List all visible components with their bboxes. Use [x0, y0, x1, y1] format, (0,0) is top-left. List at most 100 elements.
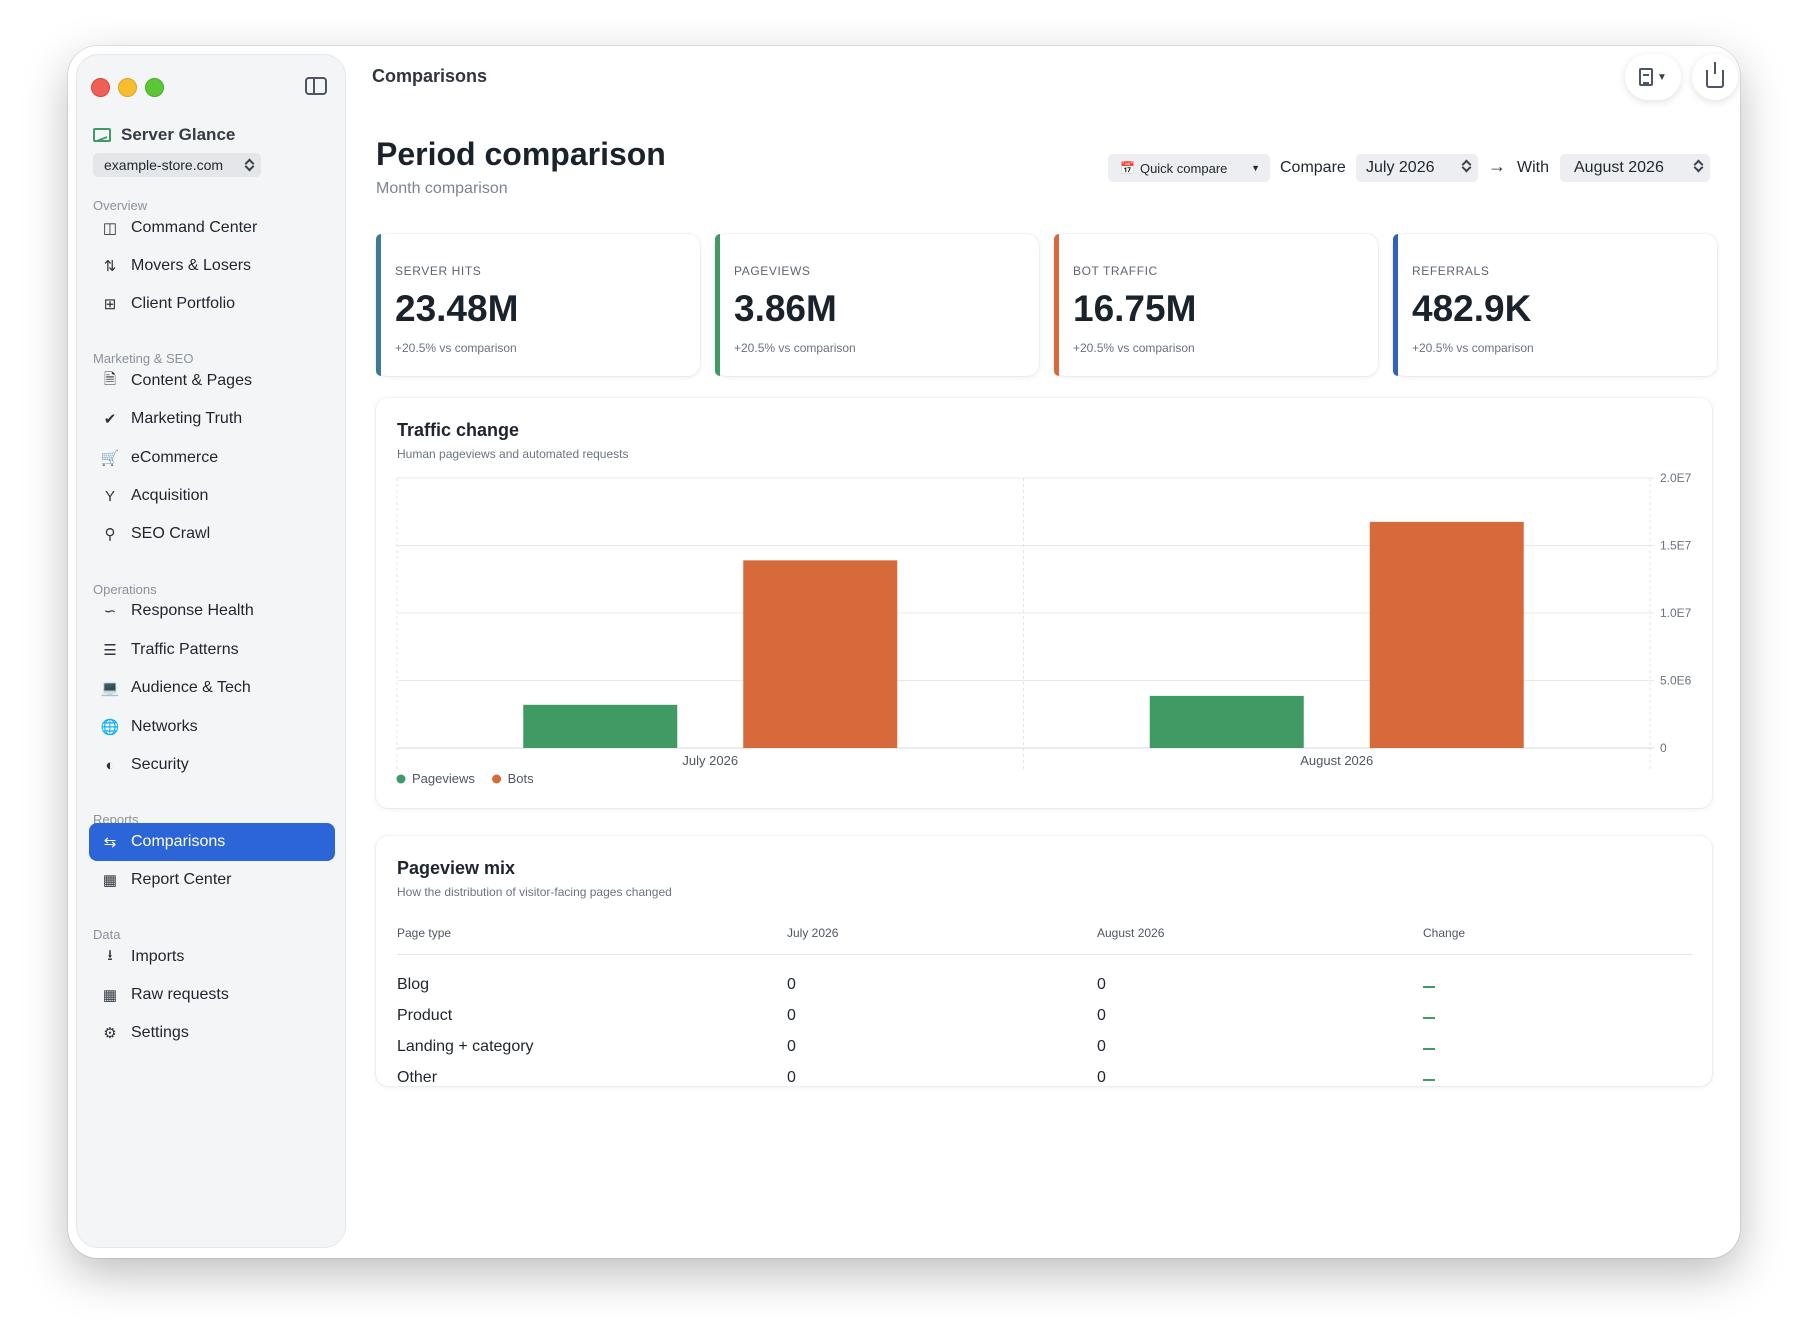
gear-icon: ⚙ — [103, 1025, 117, 1042]
sidebar-item-audience-tech[interactable]: 💻 Audience & Tech — [89, 669, 335, 707]
sidebar-item-settings[interactable]: ⚙ Settings — [89, 1014, 335, 1052]
maximize-window-button[interactable] — [145, 78, 164, 97]
sidebar-item-security[interactable]: ◐ Security — [89, 746, 335, 784]
up-down-arrows-icon: ⇅ — [103, 258, 117, 275]
export-button[interactable] — [1692, 54, 1738, 100]
sidebar-item-label: Traffic Patterns — [131, 641, 239, 658]
column-header: July 2026 — [787, 926, 839, 940]
section-operations: Operations — [93, 582, 157, 597]
sidebar-item-ecommerce[interactable]: 🛒 eCommerce — [89, 439, 335, 477]
sidebar-toggle-icon[interactable] — [305, 77, 327, 95]
download-icon — [1706, 62, 1724, 88]
kpi-accent-bar — [376, 234, 381, 376]
cell-page-type: Blog — [397, 976, 430, 993]
with-period-value: August 2026 — [1574, 159, 1664, 176]
sidebar-item-marketing-truth[interactable]: ✔ Marketing Truth — [89, 400, 335, 438]
document-icon — [1639, 68, 1654, 86]
cell-july: 0 — [787, 976, 796, 993]
sidebar-item-label: Security — [131, 756, 189, 773]
card-subtitle: Human pageviews and automated requests — [397, 447, 629, 461]
chevron-updown-icon — [1693, 159, 1701, 173]
with-period-select[interactable]: August 2026 — [1560, 154, 1710, 182]
app-window: Server Glance example-store.com Overview… — [68, 46, 1740, 1258]
sidebar-item-response-health[interactable]: ∽ Response Health — [89, 592, 335, 630]
sidebar-item-label: SEO Crawl — [131, 525, 211, 542]
sidebar-item-label: Content & Pages — [131, 372, 252, 389]
kpi-label: REFERRALS — [1412, 264, 1490, 278]
cell-august: 0 — [1097, 976, 1106, 993]
globe-icon: 🌐 — [100, 719, 120, 736]
calendar-icon: 📅 — [1120, 161, 1135, 175]
sidebar-item-seo-crawl[interactable]: ⚲ SEO Crawl — [89, 515, 335, 553]
sidebar-item-label: Command Center — [131, 219, 258, 236]
sidebar-item-content-pages[interactable]: 🗎 Content & Pages — [89, 362, 335, 400]
sidebar-item-client-portfolio[interactable]: ⊞ Client Portfolio — [89, 285, 335, 323]
sidebar-item-raw-requests[interactable]: ▦ Raw requests — [89, 976, 335, 1014]
chevron-down-icon: ▼ — [1251, 163, 1260, 173]
compare-label: Compare — [1280, 159, 1346, 176]
kpi-comparison: +20.5% vs comparison — [1073, 341, 1195, 355]
magnifier-icon: ⚲ — [104, 526, 116, 543]
quick-compare-select[interactable]: 📅 Quick compare ▼ — [1108, 154, 1270, 182]
traffic-change-card: Traffic change Human pageviews and autom… — [376, 398, 1712, 808]
laptop-icon: 💻 — [100, 680, 120, 697]
kpi-card-server-hits: SERVER HITS 23.48M +20.5% vs comparison — [376, 234, 700, 376]
sidebar-item-movers-losers[interactable]: ⇅ Movers & Losers — [89, 247, 335, 285]
kpi-label: SERVER HITS — [395, 264, 482, 278]
sidebar-item-label: Marketing Truth — [131, 410, 243, 427]
column-header: August 2026 — [1097, 926, 1165, 940]
traffic-chart: 0 5.0E6 1.0E7 1.5E7 2.0E7 July 2026 August 202… — [396, 471, 1692, 786]
report-menu-button[interactable]: ▼ — [1625, 54, 1681, 100]
document-search-icon: 🗎 — [103, 370, 117, 388]
x-tick-label: July 2026 — [682, 753, 738, 768]
page-subtitle: Month comparison — [376, 180, 508, 197]
cell-page-type: Product — [397, 1007, 453, 1024]
y-tick-label: 0 — [1660, 741, 1667, 755]
arrow-right-icon: → — [1488, 156, 1506, 176]
kpi-comparison: +20.5% vs comparison — [1412, 341, 1534, 355]
compare-period-select[interactable]: July 2026 — [1356, 154, 1478, 182]
kpi-label: BOT TRAFFIC — [1073, 264, 1158, 278]
site-selector[interactable]: example-store.com — [93, 153, 261, 177]
bar-pageviews-2 — [1149, 695, 1304, 748]
sidebar-item-imports[interactable]: ⭳ Imports — [89, 938, 335, 976]
minimize-window-button[interactable] — [118, 78, 137, 97]
bar-bots-1 — [743, 560, 898, 748]
sidebar-item-label: Report Center — [131, 871, 232, 888]
table-divider — [397, 954, 1692, 955]
sidebar-item-report-center[interactable]: ▦ Report Center — [89, 861, 335, 899]
close-window-button[interactable] — [91, 78, 110, 97]
y-tick-label: 5.0E6 — [1660, 674, 1692, 688]
shield-icon: ◐ — [105, 756, 115, 774]
sidebar-item-label: Imports — [131, 948, 185, 965]
sidebar-item-label: eCommerce — [131, 449, 219, 466]
bar-pageviews-1 — [523, 704, 678, 748]
sidebar-item-command-center[interactable]: ◫ Command Center — [89, 209, 335, 247]
sidebar-item-comparisons[interactable]: ⇆ Comparisons — [89, 823, 335, 861]
cell-july: 0 — [787, 1007, 796, 1024]
change-dash-icon — [1423, 1017, 1435, 1019]
cell-july: 0 — [787, 1069, 796, 1086]
sidebar-item-traffic-patterns[interactable]: ☰ Traffic Patterns — [89, 631, 335, 669]
window-title: Comparisons — [372, 66, 488, 86]
table-icon: ▦ — [102, 987, 118, 1004]
kpi-value: 23.48M — [395, 288, 519, 329]
fork-icon: Υ — [104, 487, 115, 505]
sidebar-item-networks[interactable]: 🌐 Networks — [89, 708, 335, 746]
change-dash-icon — [1423, 986, 1435, 988]
chevron-updown-icon — [1461, 159, 1469, 173]
quick-compare-label: Quick compare — [1139, 160, 1228, 176]
legend-label: Pageviews — [412, 771, 475, 786]
x-tick-label: August 2026 — [1300, 753, 1373, 768]
y-tick-label: 2.0E7 — [1660, 471, 1692, 485]
sidebar-item-acquisition[interactable]: Υ Acquisition — [89, 477, 335, 515]
card-title: Pageview mix — [397, 858, 516, 878]
layout-icon: ◫ — [102, 220, 118, 237]
sidebar-item-label: Response Health — [131, 602, 254, 619]
sidebar-item-label: Movers & Losers — [131, 257, 252, 274]
kpi-comparison: +20.5% vs comparison — [395, 341, 517, 355]
kpi-card-bot-traffic: BOT TRAFFIC 16.75M +20.5% vs comparison — [1054, 234, 1378, 376]
y-tick-label: 1.0E7 — [1660, 606, 1692, 620]
bar-bots-2 — [1369, 521, 1524, 748]
kpi-card-referrals: REFERRALS 482.9K +20.5% vs comparison — [1393, 234, 1717, 376]
